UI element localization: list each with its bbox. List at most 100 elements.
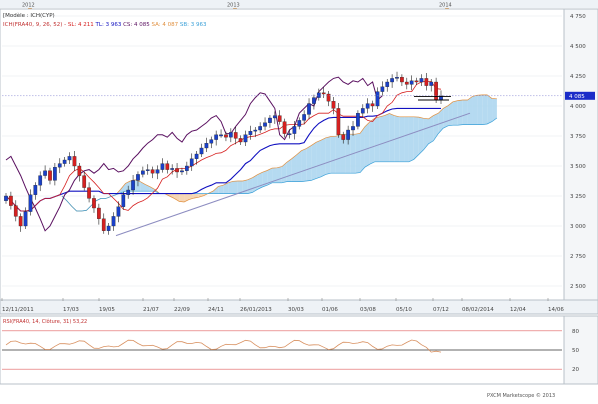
price-tick-label: 3 000 (570, 224, 586, 230)
candle-down (13, 205, 18, 217)
candle-up (28, 194, 33, 212)
candle-down (424, 78, 429, 86)
time-tick-label: 08/02/2014 (462, 307, 494, 313)
cloud-bull-segment (482, 94, 488, 125)
cloud-bull-segment (247, 177, 253, 194)
cloud-bull-segment (457, 100, 463, 126)
cloud-bull-segment (330, 136, 336, 174)
candle-up (429, 81, 434, 86)
candle-up (189, 158, 194, 167)
candle-up (219, 134, 223, 137)
cloud-bull-segment (262, 170, 268, 187)
candle-down (165, 163, 170, 170)
time-axis-panel (0, 299, 598, 315)
price-tick-label: 4 000 (570, 104, 586, 110)
time-tick-label: 14/06 (548, 307, 564, 313)
cloud-bear-segment (193, 193, 199, 199)
rsi-level-label: 50 (572, 348, 579, 354)
cloud-bull-segment (462, 100, 468, 125)
candle-up (258, 126, 263, 131)
cloud-bear-segment (169, 193, 175, 199)
candle-down (414, 80, 419, 83)
cloud-bull-segment (355, 133, 361, 174)
candle-down (9, 195, 13, 206)
candle-up (419, 78, 424, 83)
cloud-bull-segment (487, 94, 493, 124)
kijun-sen-line (5, 107, 441, 212)
candle-up (380, 86, 385, 92)
candle-up (23, 211, 28, 227)
timeline-strip (0, 0, 598, 8)
time-tick-label: 01/06 (322, 307, 338, 313)
candle-up (287, 133, 292, 135)
time-axis-labels: 12/11/2011 17/03 19/05 21/07 22/09 24/11 26/01… (1, 298, 564, 313)
price-tick-label: 3 750 (570, 134, 586, 140)
rsi-label: RSI(FRA40, 14, Clôture, 31) 53,22 (3, 318, 87, 325)
candle-down (18, 216, 23, 227)
cloud-bull-segment (438, 108, 444, 134)
candle-down (341, 134, 346, 140)
candle-up (33, 185, 38, 195)
cloud-bull-segment (379, 115, 385, 162)
candle-up (170, 168, 175, 170)
candle-up (126, 189, 131, 195)
candle-up (243, 134, 248, 143)
timeline-year-label: 2012 (22, 3, 35, 9)
cloud-bull-segment (389, 113, 395, 162)
candle-up (136, 174, 140, 181)
price-tag-label: 4 085 (569, 94, 585, 100)
candle-up (390, 78, 394, 83)
price-tick-label: 2 750 (570, 254, 586, 260)
candle-down (97, 207, 101, 219)
cloud-bull-segment (360, 126, 365, 173)
indicator-model-label[interactable]: [Modèle : ICH(CYP) (3, 12, 55, 19)
candle-up (67, 156, 72, 161)
cloud-bull-segment (472, 95, 478, 125)
time-tick-label: 17/03 (63, 307, 79, 313)
candle-up (209, 139, 214, 144)
time-tick-label: 21/07 (143, 307, 159, 313)
cloud-bull-segment (306, 145, 312, 181)
candle-up (111, 216, 116, 227)
candle-down (277, 115, 282, 122)
time-tick-label: 07/12 (433, 307, 449, 313)
price-tick-label: 4 500 (570, 44, 586, 50)
cloud-bull-segment (320, 137, 326, 177)
price-tag-background (565, 91, 595, 100)
candle-up (297, 120, 302, 127)
time-tick-label: 19/05 (99, 307, 115, 313)
candle-up (263, 122, 267, 127)
cloud-bull-segment (316, 140, 321, 179)
legend-item: CS: 4 085 (121, 22, 150, 28)
candle-down (400, 77, 404, 83)
cloud-bull-segment (120, 183, 126, 193)
cloud-bull-segment (428, 115, 434, 144)
candle-up (253, 129, 258, 132)
candle-up (204, 143, 209, 149)
cloud-bull-segment (296, 150, 302, 182)
candle-down (224, 134, 228, 138)
price-tick-label: 4 250 (570, 74, 586, 80)
candle-down (336, 108, 341, 135)
cloud-bear-segment (174, 193, 180, 202)
candle-up (312, 97, 316, 104)
candle-up (385, 81, 390, 87)
cloud-bull-segment (364, 121, 370, 168)
candle-up (360, 108, 365, 114)
cloud-bull-segment (301, 148, 307, 182)
candle-up (307, 103, 311, 115)
cloud-bull-segment (369, 118, 375, 165)
candle-up (160, 163, 165, 170)
candle-up (180, 170, 184, 173)
candle-down (175, 168, 179, 173)
candle-up (351, 126, 355, 131)
cloud-bull-segment (340, 134, 346, 174)
price-tick-label: 2 500 (570, 284, 586, 290)
cloud-bull-segment (477, 94, 483, 125)
cloud-bear-segment (198, 193, 204, 198)
cloud-bull-segment (492, 98, 497, 122)
candle-up (409, 80, 414, 85)
candle-up (316, 92, 321, 98)
